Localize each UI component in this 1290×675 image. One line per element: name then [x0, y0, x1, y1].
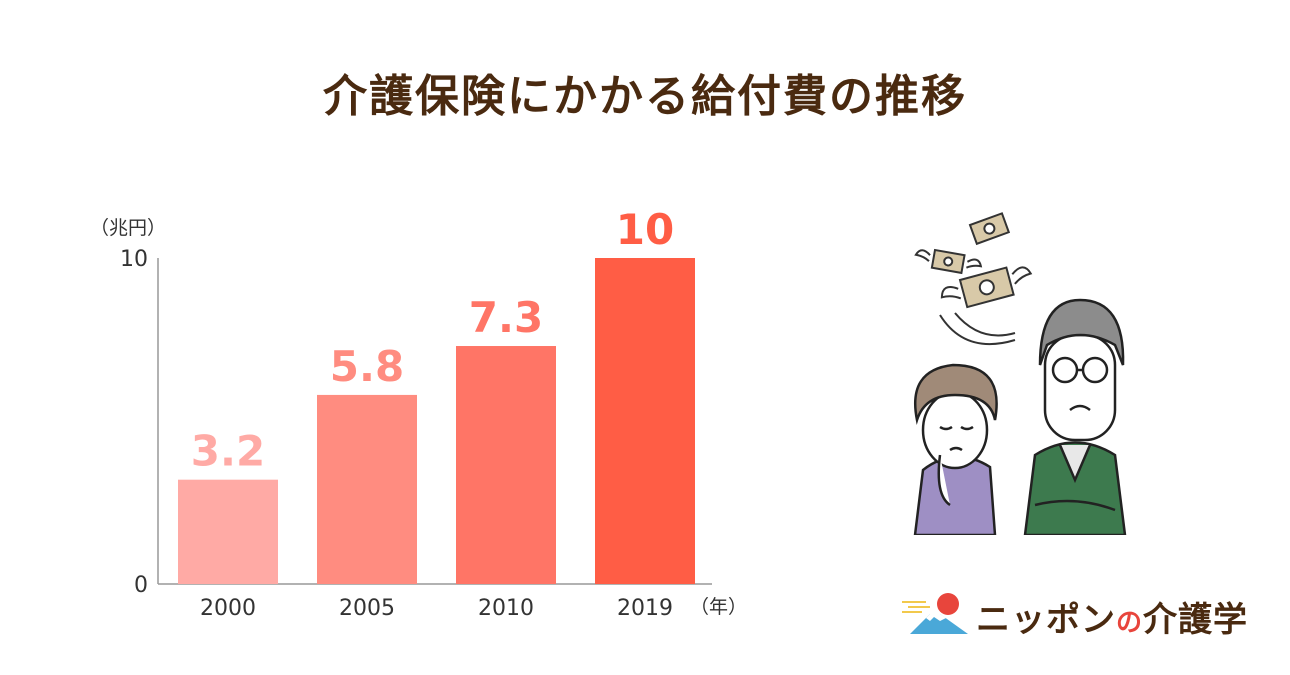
bar-value-label: 5.8	[330, 342, 404, 391]
x-tick-label: 2010	[478, 596, 534, 621]
flying-banknote-icon	[914, 212, 1033, 309]
x-tick-label: 2019	[617, 596, 673, 621]
y-unit-label: （兆円）	[90, 217, 166, 239]
x-unit-label: （年）	[690, 596, 747, 618]
bar	[456, 346, 556, 584]
x-tick-label: 2000	[200, 596, 256, 621]
bar-chart: 0 10 （兆円） 3.2 2000 5.8 2005 7.3 2010 10 2019 （年）	[90, 205, 747, 621]
worried-elderly-couple-flying-money-icon	[913, 212, 1127, 535]
bar	[178, 479, 278, 584]
mount-fuji-sun-icon	[902, 593, 968, 634]
elderly-woman-icon	[913, 363, 998, 535]
brand-name-no: の	[1116, 608, 1144, 638]
bar-value-label: 10	[616, 205, 674, 254]
y-tick-label: 0	[134, 573, 148, 598]
bar-value-label: 7.3	[469, 293, 543, 342]
brand-name-part2: 介護学	[1143, 600, 1249, 640]
bar-value-label: 3.2	[191, 427, 265, 476]
brand-name: ニッポンの介護学	[976, 592, 1248, 641]
y-tick-label: 10	[120, 247, 148, 272]
brand-name-part1: ニッポン	[976, 600, 1116, 640]
chart-title: 介護保険にかかる給付費の推移	[323, 71, 967, 122]
x-tick-label: 2005	[339, 596, 395, 621]
bar	[317, 394, 417, 584]
brand-logo: ニッポンの介護学	[900, 590, 1260, 640]
elderly-man-icon	[1023, 298, 1127, 535]
bar	[595, 258, 695, 584]
